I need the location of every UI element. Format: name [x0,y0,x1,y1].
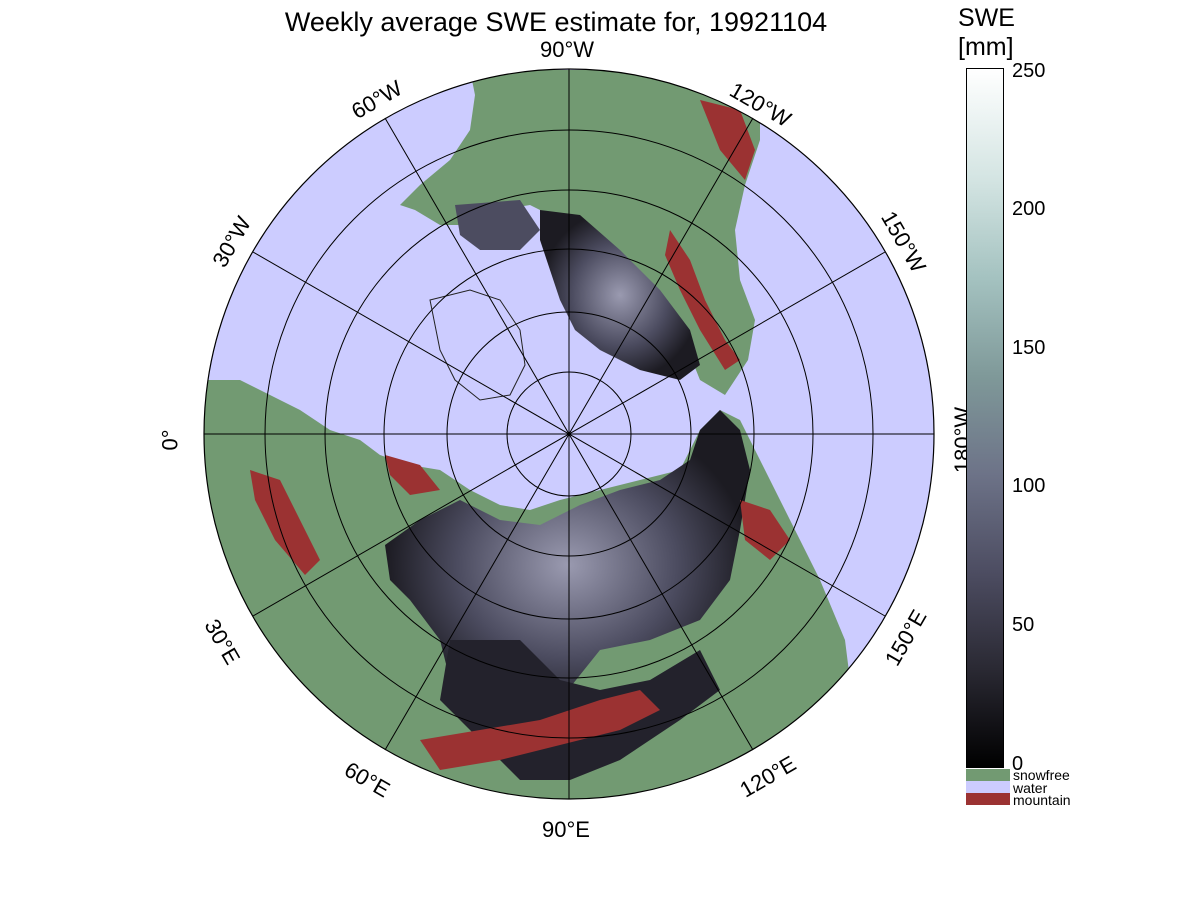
rockies-mountains [665,230,740,370]
legend-snowfree-swatch [966,769,1010,781]
legend-mountain-swatch [966,793,1010,805]
legend-water-label: water [1013,780,1048,796]
colorbar-tick-50: 50 [1012,614,1035,636]
map-title: Weekly average SWE estimate for, 1992110… [284,7,828,37]
colorbar-title: SWE [mm] [958,4,1015,62]
legend-mountain-label: mountain [1013,792,1071,808]
central-asia-mountains [250,470,320,575]
colorbar-tick-250: 250 [1012,60,1046,82]
colorbar-tick-100: 100 [1012,475,1046,497]
colorbar-tick-150: 150 [1012,337,1046,359]
swe-colorbar [966,68,1004,768]
colorbar-title-unit: [mm] [958,33,1014,61]
land-layer [204,70,850,799]
east-asia-mountains [740,500,790,560]
arctic-islands-snow [455,200,540,250]
meridian-line [252,251,886,617]
graticule [203,68,935,800]
alaska-mountains [700,100,755,180]
scandinavia-mountains [385,455,440,495]
lon-label-0: 0° [157,429,183,451]
north-america-snow-cover [540,210,700,380]
himalaya-mountains [420,690,660,770]
legend-snowfree-label: snowfree [1013,767,1070,783]
colorbar-tick-0: 0 [1012,753,1024,775]
legend-water-swatch [966,781,1010,793]
colorbar-tick-200: 200 [1012,198,1046,220]
lon-label-90e: 90°E [542,817,590,842]
colorbar-title-swe: SWE [958,4,1015,32]
lon-label-90w: 90°W [540,37,595,62]
